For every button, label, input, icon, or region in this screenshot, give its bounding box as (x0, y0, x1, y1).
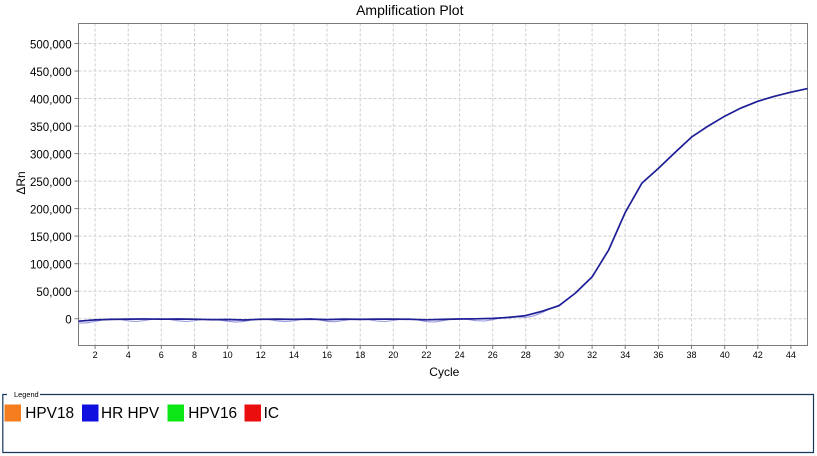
svg-text:250,000: 250,000 (30, 177, 72, 189)
svg-text:HR HPV: HR HPV (101, 405, 160, 422)
svg-text:200,000: 200,000 (30, 204, 72, 216)
svg-text:28: 28 (521, 350, 531, 360)
svg-text:Amplification Plot: Amplification Plot (356, 2, 463, 18)
svg-text:Legend: Legend (14, 390, 39, 399)
svg-text:2: 2 (93, 350, 98, 360)
svg-text:38: 38 (686, 350, 696, 360)
svg-text:40: 40 (720, 350, 730, 360)
svg-text:6: 6 (159, 350, 164, 360)
svg-text:20: 20 (388, 350, 398, 360)
svg-text:32: 32 (587, 350, 597, 360)
svg-text:30: 30 (554, 350, 564, 360)
svg-text:16: 16 (322, 350, 332, 360)
svg-text:0: 0 (65, 315, 71, 327)
svg-text:26: 26 (488, 350, 498, 360)
svg-text:300,000: 300,000 (30, 149, 72, 161)
svg-text:HPV16: HPV16 (188, 405, 237, 422)
svg-text:150,000: 150,000 (30, 232, 72, 244)
svg-text:10: 10 (223, 350, 233, 360)
svg-text:8: 8 (192, 350, 197, 360)
svg-text:18: 18 (355, 350, 365, 360)
svg-text:44: 44 (786, 350, 796, 360)
svg-text:IC: IC (264, 405, 279, 422)
svg-text:4: 4 (126, 350, 131, 360)
svg-text:12: 12 (256, 350, 266, 360)
svg-text:ΔRn: ΔRn (14, 171, 28, 194)
svg-text:42: 42 (753, 350, 763, 360)
svg-text:50,000: 50,000 (36, 287, 71, 299)
svg-text:Cycle: Cycle (429, 365, 459, 379)
svg-text:14: 14 (289, 350, 299, 360)
svg-text:34: 34 (620, 350, 630, 360)
svg-text:400,000: 400,000 (30, 94, 72, 106)
svg-text:450,000: 450,000 (30, 67, 72, 79)
svg-text:36: 36 (653, 350, 663, 360)
svg-text:HPV18: HPV18 (25, 405, 74, 422)
svg-text:350,000: 350,000 (30, 122, 72, 134)
svg-text:24: 24 (455, 350, 465, 360)
svg-text:500,000: 500,000 (30, 39, 72, 51)
svg-text:100,000: 100,000 (30, 260, 72, 272)
svg-text:22: 22 (421, 350, 431, 360)
